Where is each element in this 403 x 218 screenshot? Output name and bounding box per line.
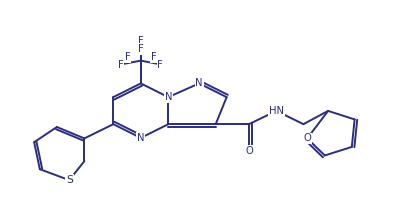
Text: F: F — [138, 43, 144, 53]
Text: O: O — [303, 133, 311, 143]
Text: F: F — [138, 36, 144, 46]
Text: N: N — [195, 78, 203, 88]
Text: F: F — [158, 60, 163, 70]
Text: S: S — [66, 175, 73, 185]
Text: O: O — [245, 146, 253, 156]
Text: N: N — [137, 133, 145, 143]
Text: F: F — [125, 52, 131, 62]
Text: F: F — [151, 52, 157, 62]
Text: F: F — [138, 44, 144, 54]
Text: F: F — [118, 60, 124, 70]
Text: HN: HN — [269, 106, 284, 116]
Text: N: N — [164, 92, 172, 102]
